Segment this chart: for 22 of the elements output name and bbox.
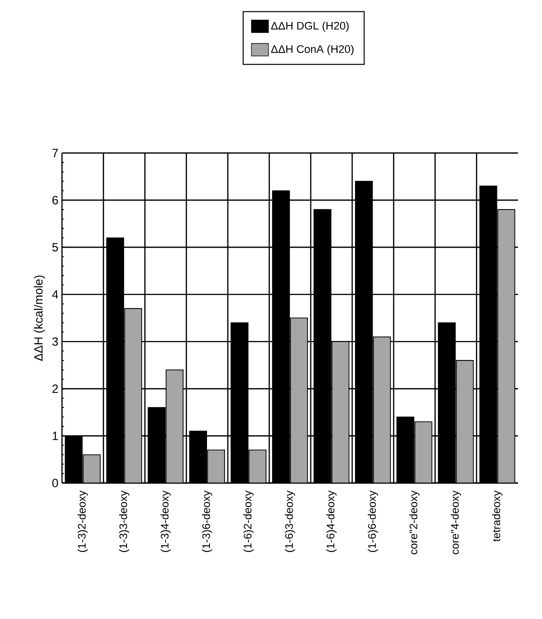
legend-label: ΔΔH DGL (H20) xyxy=(271,22,349,32)
x-tick-label: (1-3)3-deoxy xyxy=(119,490,130,552)
y-tick-label: 3 xyxy=(52,337,58,346)
y-axis-title: ΔΔH (kcal/mole) xyxy=(34,276,45,361)
y-tick-label: 2 xyxy=(52,384,58,393)
y-tick-label: 5 xyxy=(52,243,58,252)
y-tick-label: 6 xyxy=(52,196,58,204)
x-tick-label: core"4-deoxy xyxy=(450,490,461,554)
x-tick-label: (1-3)2-deoxy xyxy=(78,490,88,552)
x-tick-label: core"2-deoxy xyxy=(409,490,420,554)
y-tick-label: 0 xyxy=(52,478,58,488)
x-tick-label: (1-6)6-deoxy xyxy=(368,490,378,552)
x-tick-label: (1-3)4-deoxy xyxy=(160,490,171,552)
x-tick-label: (1-3)6-deoxy xyxy=(202,490,212,552)
x-tick-label: tetradeoxy xyxy=(492,490,502,542)
y-tick-label: 7 xyxy=(52,148,58,158)
x-tick-label: (1-6)2-deoxy xyxy=(243,490,254,552)
y-tick-label: 1 xyxy=(52,432,58,440)
x-tick-label: (1-6)4-deoxy xyxy=(326,490,337,552)
y-tick-label: 4 xyxy=(52,290,58,299)
legend-label: ΔΔH ConA (H20) xyxy=(271,44,354,56)
x-tick-label: (1-6)3-deoxy xyxy=(284,490,296,552)
